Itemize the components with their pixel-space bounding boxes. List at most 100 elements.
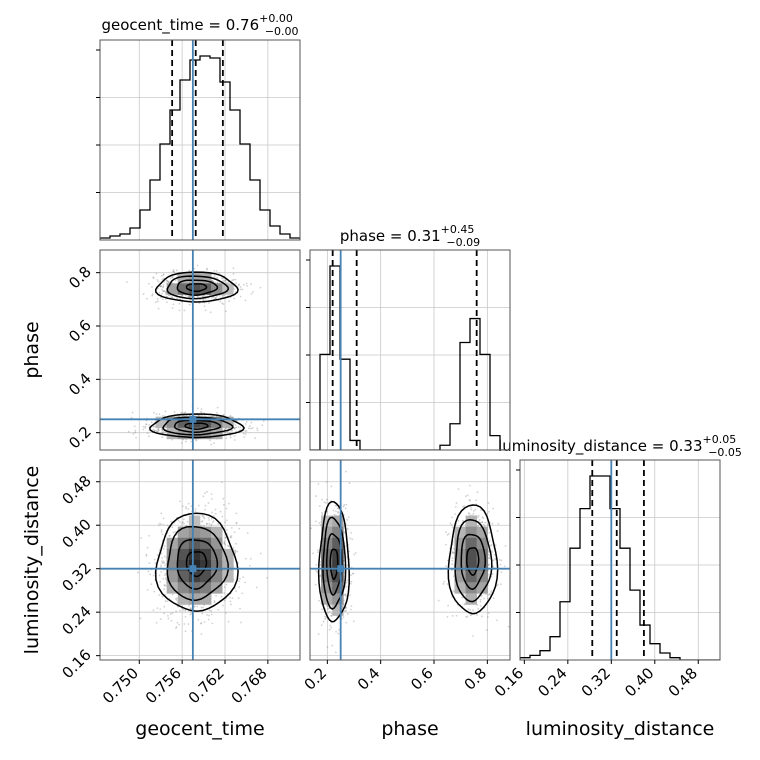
density-cell (454, 537, 466, 550)
density-cell (188, 548, 201, 561)
sample-point (225, 507, 228, 510)
sample-point (345, 595, 347, 597)
sample-point (342, 616, 345, 619)
sample-point (503, 565, 506, 568)
density-cell (188, 593, 201, 605)
sample-point (210, 517, 213, 520)
sample-point (170, 619, 173, 622)
sample-point (146, 432, 149, 435)
sample-point (451, 557, 454, 560)
density-cell (465, 537, 477, 550)
sample-point (133, 425, 136, 428)
sample-point (161, 533, 164, 536)
sample-point (198, 302, 201, 305)
sample-point (157, 428, 160, 431)
sample-point (487, 550, 490, 553)
density-cell (211, 571, 223, 583)
sample-point (206, 490, 209, 493)
sample-point (150, 421, 153, 424)
sample-point (163, 290, 166, 293)
sample-point (492, 559, 495, 562)
contour-line (173, 419, 222, 433)
sample-point (228, 502, 230, 505)
sample-point (449, 522, 452, 525)
sample-point (194, 508, 197, 510)
sample-point (227, 545, 230, 548)
sample-point (244, 430, 247, 433)
ytick-label-phase: 0.8 (65, 263, 95, 293)
sample-point (469, 499, 471, 502)
density-cell (188, 515, 201, 527)
sample-point (488, 593, 491, 595)
panel-frame-luminosity-distance (519, 459, 721, 661)
sample-point (326, 646, 329, 648)
sample-point (462, 505, 465, 508)
sample-point (454, 513, 457, 515)
sample-point (244, 423, 247, 425)
density-cell (155, 416, 167, 429)
sample-point (475, 499, 478, 502)
sample-point (200, 622, 202, 625)
sample-point (343, 610, 346, 612)
sample-point (213, 442, 216, 444)
sample-point (174, 279, 177, 282)
sample-point (245, 420, 248, 423)
density-cell (166, 416, 179, 429)
sample-point (349, 537, 352, 540)
sample-point (146, 297, 148, 300)
sample-point (345, 609, 347, 612)
panel-2d-geocent-time-luminosity-distance (100, 460, 300, 660)
sample-point (229, 434, 232, 437)
sample-point (230, 430, 233, 432)
sample-point (323, 501, 326, 504)
sample-point (185, 506, 187, 508)
density-cell (177, 582, 190, 594)
density-cell (454, 582, 466, 594)
sample-point (227, 281, 230, 284)
sample-point (164, 564, 166, 567)
sample-point (325, 604, 328, 607)
sample-point (224, 431, 227, 434)
sample-point (346, 613, 349, 615)
sample-point (167, 614, 169, 617)
contour-line (149, 413, 245, 439)
sample-point (159, 608, 162, 611)
sample-point (494, 557, 497, 560)
sample-point (349, 608, 352, 611)
sample-point (479, 600, 482, 603)
sample-point (203, 621, 206, 623)
sample-point (212, 280, 215, 283)
yaxis-label-phase: phase (21, 321, 43, 378)
sample-point (317, 549, 319, 552)
sample-point (158, 574, 161, 577)
sample-point (200, 622, 203, 624)
sample-point (481, 521, 484, 524)
sample-point (155, 413, 158, 416)
sample-point (465, 615, 468, 618)
sample-point (477, 514, 480, 517)
sample-point (144, 427, 147, 429)
sample-point (153, 429, 156, 432)
sample-point (467, 608, 470, 610)
sample-point (252, 291, 255, 293)
sample-point (224, 543, 227, 546)
sample-point (451, 559, 454, 562)
density-cell (332, 604, 344, 616)
panel-frame-2d (99, 249, 301, 451)
sample-point (488, 531, 491, 534)
sample-point (161, 288, 163, 291)
sample-point (225, 437, 228, 440)
sample-point (350, 531, 352, 534)
sample-point (477, 524, 480, 527)
density-cell (321, 537, 333, 550)
sample-point (160, 529, 163, 531)
sample-point (167, 617, 170, 620)
sample-point (182, 608, 185, 611)
density-cell (188, 537, 201, 550)
sample-point (469, 514, 472, 516)
sample-point (464, 495, 467, 498)
sample-point (470, 614, 472, 616)
sample-point (210, 296, 213, 299)
sample-point (450, 523, 453, 526)
sample-point (227, 620, 230, 623)
